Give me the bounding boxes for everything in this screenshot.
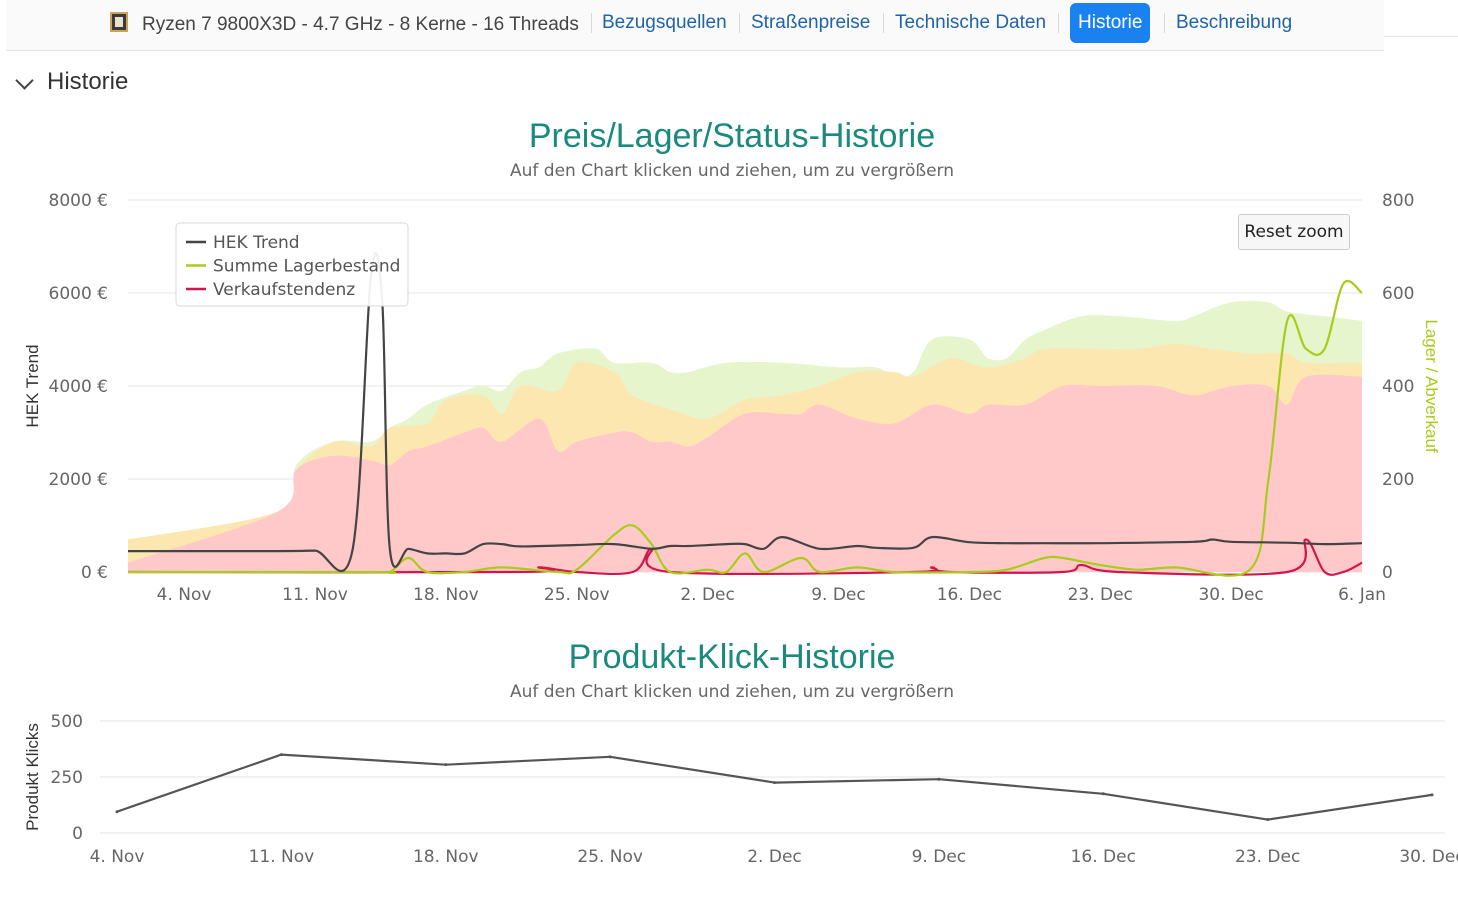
tab-separator [1164,13,1165,33]
chart-title: Preis/Lager/Status-Historie [529,117,935,155]
x-tick-label: 2. Dec [680,585,735,605]
cpu-box-icon [110,12,128,32]
clicks-point [608,755,612,759]
product-title: Ryzen 7 9800X3D - 4.7 GHz - 8 Kerne - 16… [142,14,579,35]
x-tick-label: 30. Dec [1399,847,1458,867]
reset-zoom-button[interactable]: Reset zoom [1238,214,1350,250]
y-tick-label: 8000 € [49,191,108,211]
x-tick-label: 25. Nov [544,585,610,605]
stock-line [127,279,1363,577]
tab-separator [1058,13,1059,33]
clicks-point [115,810,119,814]
y-tick-label: 4000 € [49,377,108,397]
x-tick-label: 30. Dec [1198,585,1263,605]
y2-tick-label: 600 [1382,284,1414,304]
tab-strassenpreise[interactable]: Straßenpreise [751,12,871,33]
x-tick-label: 18. Nov [413,585,479,605]
clicks-point [937,777,941,781]
x-tick-label: 25. Nov [577,847,643,867]
legend-item-sales-trend: Verkaufstendenz [213,280,355,300]
tab-separator [591,13,592,33]
tab-historie[interactable]: Historie [1070,3,1151,43]
status-band-red [128,374,1362,572]
y-axis-label: HEK Trend [23,344,42,427]
section-title: Historie [47,68,129,95]
legend-item-hek-trend: HEK Trend [213,233,300,253]
y2-tick-label: 0 [1382,563,1393,583]
chart-subtitle: Auf den Chart klicken und ziehen, um zu … [510,161,954,181]
x-tick-label: 11. Nov [282,585,348,605]
chart-title: Produkt-Klick-Historie [569,638,896,676]
clicks-point [279,753,283,757]
product-header-bar [6,0,1384,51]
x-tick-label: 6. Jan [1338,585,1386,605]
x-tick-label: 18. Nov [413,847,479,867]
clicks-point [1101,792,1105,796]
clicks-point [773,781,776,785]
y-axis-label: Produkt Klicks [23,723,42,831]
tab-technische-daten[interactable]: Technische Daten [895,12,1047,33]
tab-separator [883,13,884,33]
x-tick-label: 2. Dec [747,847,802,867]
chart-subtitle: Auf den Chart klicken und ziehen, um zu … [510,682,954,702]
clicks-point [1266,818,1270,822]
clicks-point [1430,793,1434,797]
y2-tick-label: 200 [1382,470,1414,490]
x-tick-label: 4. Nov [157,585,212,605]
x-tick-label: 11. Nov [249,847,315,867]
x-tick-label: 16. Dec [937,585,1002,605]
chart-legend: HEK Trend Summe Lagerbestand Verkaufstende… [175,222,409,307]
x-tick-label: 23. Dec [1068,585,1133,605]
x-tick-label: 23. Dec [1235,847,1300,867]
clicks-point [444,763,448,767]
sales-trend-line [127,538,1363,576]
y-tick-label: 500 [51,712,83,732]
tab-bezugsquellen[interactable]: Bezugsquellen [602,12,727,33]
x-tick-label: 16. Dec [1071,847,1136,867]
y2-tick-label: 800 [1382,191,1414,211]
y-tick-label: 0 € [81,563,108,583]
tab-beschreibung[interactable]: Beschreibung [1176,12,1293,33]
y-tick-label: 250 [51,768,83,788]
x-tick-label: 9. Dec [811,585,866,605]
legend-item-stock: Summe Lagerbestand [213,257,400,277]
tab-separator [739,13,740,33]
clicks-line [116,753,1433,821]
header-bar-extension [1384,0,1458,37]
x-tick-label: 9. Dec [912,847,967,867]
y2-tick-label: 400 [1382,377,1414,397]
legend-box [175,222,409,307]
y-tick-label: 6000 € [49,284,108,304]
y-tick-label: 2000 € [49,470,108,490]
y2-axis-label: Lager / Abverkauf [1422,319,1441,453]
x-tick-label: 4. Nov [90,847,145,867]
y-tick-label: 0 [72,824,83,844]
